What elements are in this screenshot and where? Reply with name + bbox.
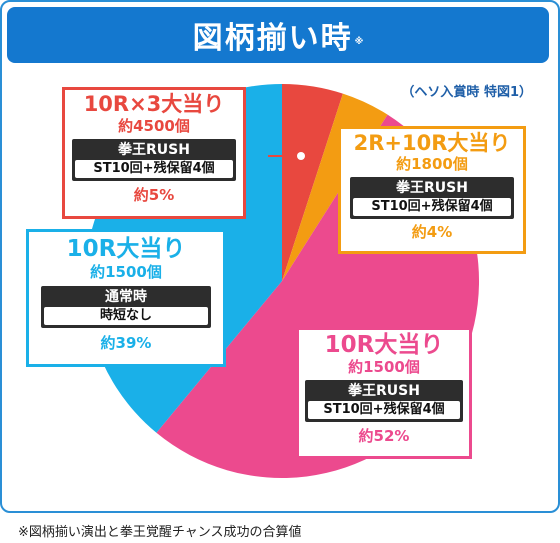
slice-label-orange: 2R+10R大当り: [353, 131, 511, 155]
red-slice-marker: [268, 152, 305, 160]
slice-label-red: 10R×3大当り: [83, 92, 225, 116]
condition-note: （ヘソ入賞時 特図1）: [401, 85, 532, 100]
title-note-mark: ※: [354, 37, 364, 47]
slice-card-cyan: 10R大当り 約1500個 通常時 時短なし 約39%: [26, 229, 226, 367]
slice-mode-detail-red: ST10回+残保留4個: [75, 160, 233, 178]
slice-mode-label-red: 拳王RUSH: [118, 142, 190, 158]
slice-mode-pink: 拳王RUSH ST10回+残保留4個: [305, 380, 463, 422]
slice-mode-cyan: 通常時 時短なし: [41, 286, 211, 328]
title-banner: 図柄揃い時 ※: [7, 7, 549, 63]
slice-payout-cyan: 約1500個: [90, 263, 162, 281]
slice-mode-orange: 拳王RUSH ST10回+残保留4個: [350, 177, 514, 219]
slice-label-pink: 10R大当り: [324, 332, 444, 358]
pie-slice-red: [282, 84, 343, 281]
slice-mode-label-orange: 拳王RUSH: [396, 180, 468, 196]
page-title: 図柄揃い時: [192, 21, 353, 56]
slice-percent-pink: 約52%: [358, 427, 410, 445]
slice-percent-cyan: 約39%: [100, 334, 152, 352]
slice-mode-detail-cyan: 時短なし: [44, 307, 208, 325]
slice-percent-red: 約5%: [133, 186, 175, 204]
slice-card-pink: 10R大当り 約1500個 拳王RUSH ST10回+残保留4個 約52%: [296, 327, 472, 459]
slice-percent-orange: 約4%: [411, 223, 453, 241]
slice-card-orange: 2R+10R大当り 約1800個 拳王RUSH ST10回+残保留4個 約4%: [338, 126, 526, 254]
slice-mode-red: 拳王RUSH ST10回+残保留4個: [72, 139, 236, 181]
slice-mode-detail-pink: ST10回+残保留4個: [308, 401, 460, 419]
footnote: ※図柄揃い演出と拳王覚醒チャンス成功の合算値: [18, 525, 302, 540]
slice-payout-orange: 約1800個: [396, 155, 468, 173]
slice-card-red: 10R×3大当り 約4500個 拳王RUSH ST10回+残保留4個 約5%: [62, 87, 246, 219]
slice-mode-detail-orange: ST10回+残保留4個: [353, 198, 511, 216]
slice-label-cyan: 10R大当り: [66, 236, 186, 262]
slice-mode-label-cyan: 通常時: [105, 289, 147, 305]
slice-payout-red: 約4500個: [118, 117, 190, 135]
slice-payout-pink: 約1500個: [348, 358, 420, 376]
slice-mode-label-pink: 拳王RUSH: [348, 383, 420, 399]
